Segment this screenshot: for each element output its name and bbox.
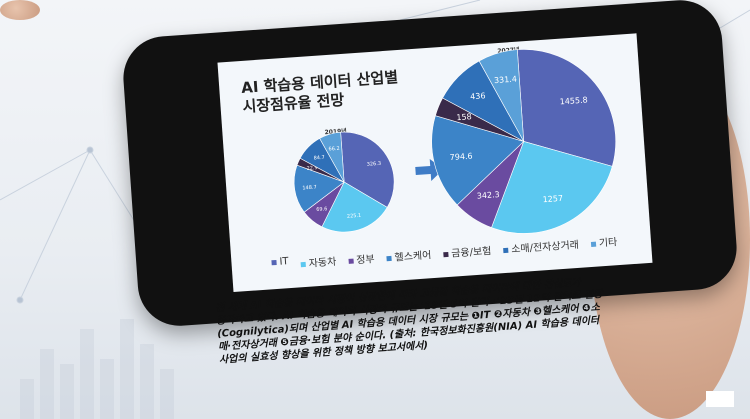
legend-item: 기타 (590, 233, 618, 250)
pie-label-0-3: 148.7 (302, 184, 317, 191)
pie-label-0-2: 69.6 (316, 206, 328, 213)
legend-label: IT (279, 256, 289, 268)
white-box (706, 391, 734, 407)
pie-label-1-4: 158 (456, 112, 472, 122)
legend-swatch (300, 261, 306, 267)
pie-slice-1-0 (516, 49, 616, 167)
pie-label-1-2: 342.3 (477, 190, 500, 201)
legend-swatch (443, 251, 449, 257)
legend-item: 헬스케어 (386, 246, 432, 264)
pie-label-0-5: 84.7 (313, 155, 325, 162)
pie-label-1-6: 331.4 (494, 75, 517, 86)
pie-slice-1-6 (478, 49, 525, 142)
legend-swatch (386, 255, 392, 261)
phone: AI 학습용 데이터 산업별 시장점유율 전망 2019년 2027년 326.… (120, 0, 740, 329)
legend-item: 자동차 (300, 253, 337, 270)
legend-label: 기타 (598, 237, 618, 250)
legend-label: 정부 (355, 254, 376, 267)
pie-slice-0-3 (293, 164, 345, 213)
legend-item: 정부 (348, 250, 375, 267)
legend-label: 헬스케어 (394, 250, 432, 264)
legend-item: IT (271, 256, 289, 272)
finger (0, 0, 40, 20)
phone-screen: AI 학습용 데이터 산업별 시장점유율 전망 2019년 2027년 326.… (217, 33, 653, 293)
background-bars (0, 299, 174, 419)
pie-label-1-3: 794.6 (449, 152, 472, 163)
legend-swatch (348, 258, 354, 264)
legend-item: 금융/보험 (443, 242, 492, 260)
pie-slice-0-6 (319, 131, 345, 183)
pie-label-0-1: 225.1 (347, 213, 362, 220)
pie-label-1-1: 1257 (542, 194, 563, 204)
legend-swatch (271, 259, 277, 265)
pie-label-0-6: 66.2 (328, 146, 340, 153)
pie-charts: 326.3 225.1 69.6 148.7 22.9 84.766.2 1455.8 125… (293, 49, 616, 234)
pie-label-1-0: 1455.8 (559, 95, 588, 106)
pie-label-1-5: 436 (470, 91, 486, 101)
legend-swatch (590, 241, 597, 247)
legend-label: 자동차 (308, 256, 337, 270)
pie-label-0-0: 326.3 (367, 161, 382, 168)
pie-label-0-4: 22.9 (306, 165, 318, 172)
pie-slice-1-1 (491, 141, 613, 234)
legend-swatch (503, 247, 509, 253)
pie-slice-0-0 (340, 131, 395, 208)
pie-slice-1-3 (431, 115, 525, 206)
legend-label: 금융/보험 (450, 245, 492, 260)
legend-label: 소매/전자상거래 (510, 239, 580, 256)
